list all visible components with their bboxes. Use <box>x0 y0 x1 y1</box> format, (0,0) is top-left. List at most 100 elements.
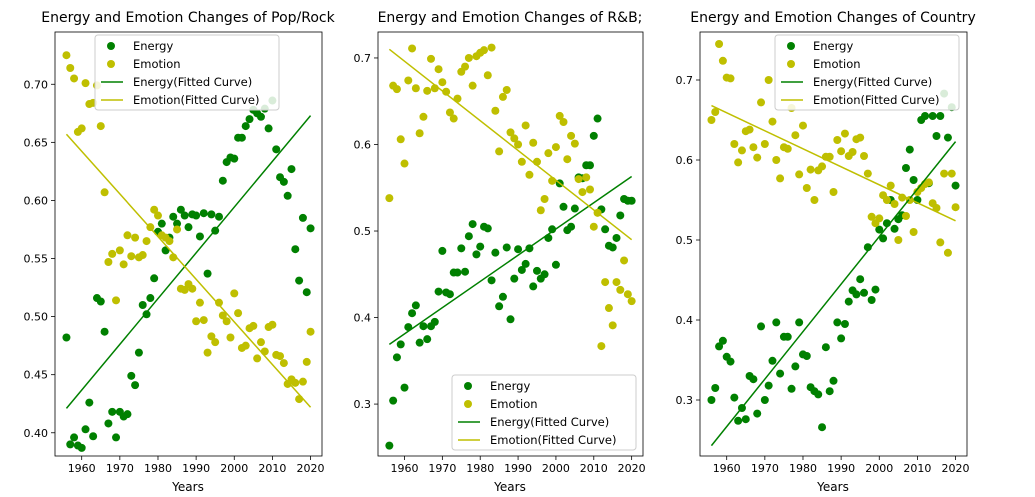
x-tick-label: 1990 <box>504 462 532 475</box>
emotion-point <box>81 79 90 88</box>
energy-point <box>306 224 315 233</box>
emotion-point <box>510 134 519 143</box>
emotion-point <box>419 112 428 121</box>
emotion-point <box>108 249 117 258</box>
emotion-point <box>153 211 162 220</box>
emotion-point <box>119 260 128 269</box>
emotion-point <box>570 139 579 148</box>
chart-title: Energy and Emotion Changes of R&B; <box>378 10 643 26</box>
emotion-point <box>241 341 250 350</box>
energy-point <box>529 282 538 291</box>
axes-frame <box>377 31 644 457</box>
energy-point <box>70 433 79 442</box>
x-tick-label: 1970 <box>106 462 134 475</box>
emotion-point <box>753 153 762 162</box>
energy-point <box>81 425 90 434</box>
emotion-point <box>396 135 405 144</box>
energy-point <box>741 415 750 424</box>
y-tick-label: 0.5 <box>676 234 694 247</box>
x-tick-label: 1990 <box>182 462 210 475</box>
energy-point <box>295 276 304 285</box>
emotion-point <box>253 354 262 363</box>
energy-point <box>77 443 86 452</box>
emotion-point <box>491 106 500 115</box>
y-tick-label: 0.4 <box>676 314 694 327</box>
energy-point <box>726 357 735 366</box>
legend-label: Emotion <box>813 57 861 71</box>
x-tick-label: 1980 <box>144 462 172 475</box>
emotion-point <box>445 108 454 117</box>
energy-point <box>411 301 420 310</box>
emotion-point <box>730 140 739 148</box>
energy-point <box>150 274 159 283</box>
energy-point <box>616 211 625 220</box>
emotion-point <box>77 124 86 133</box>
emotion-point <box>802 184 811 192</box>
x-tick-label: 1980 <box>789 462 817 475</box>
energy-point <box>445 290 454 299</box>
energy-point <box>385 441 394 450</box>
energy-point <box>108 407 117 416</box>
emotion-point <box>608 321 617 330</box>
emotion-point <box>586 185 594 194</box>
energy-point <box>96 297 105 306</box>
energy-point <box>840 320 849 328</box>
energy-fitted-curve <box>388 175 633 345</box>
emotion-point <box>840 129 849 138</box>
emotion-point <box>943 248 952 257</box>
emotion-point <box>298 377 307 386</box>
legend: Energy Emotion Energy(Fitted Curve) Emotion… <box>774 34 960 111</box>
energy-point <box>476 242 485 251</box>
emotion-point <box>483 71 492 80</box>
emotion-point <box>734 158 743 167</box>
emotion-point <box>745 125 754 134</box>
emotion-point <box>385 194 394 203</box>
emotion-point <box>438 78 447 87</box>
emotion-point <box>829 188 838 196</box>
emotion-point <box>718 56 727 65</box>
emotion-point <box>306 327 315 336</box>
emotion-point <box>115 246 124 255</box>
emotion-point <box>415 129 424 138</box>
emotion-point <box>768 117 777 126</box>
legend-label: Energy <box>813 39 853 53</box>
emotion-point <box>798 121 807 130</box>
x-tick-label: 1970 <box>751 462 779 475</box>
legend-marker <box>107 42 115 50</box>
emotion-point <box>461 62 470 71</box>
emotion-point <box>589 222 598 231</box>
energy-point <box>901 164 910 172</box>
emotion-point <box>408 44 417 53</box>
emotion-point <box>555 111 564 120</box>
emotion-point <box>936 238 945 247</box>
emotion-point <box>468 81 477 90</box>
emotion-point <box>142 237 151 246</box>
energy-point <box>483 224 492 233</box>
emotion-point <box>627 297 636 306</box>
emotion-point <box>749 143 758 152</box>
emotion-point <box>302 357 311 366</box>
legend-label: Emotion(Fitted Curve) <box>490 433 616 447</box>
emotion-fitted-curve <box>711 104 956 222</box>
y-tick-label: 0.5 <box>354 225 372 238</box>
energy-point <box>601 225 610 234</box>
emotion-point <box>521 121 530 130</box>
energy-point <box>753 409 762 418</box>
legend-label: Emotion(Fitted Curve) <box>813 93 939 107</box>
energy-point <box>821 343 830 352</box>
emotion-point <box>150 205 159 214</box>
energy-point <box>203 269 212 278</box>
emotion-point <box>783 144 792 153</box>
emotion-fitted-curve <box>388 48 633 241</box>
energy-point <box>184 223 193 232</box>
energy-point <box>408 309 417 318</box>
energy-point <box>559 202 568 211</box>
emotion-point <box>222 317 231 326</box>
energy-point <box>951 181 960 190</box>
energy-point <box>567 222 576 231</box>
emotion-point <box>434 65 443 74</box>
y-tick-label: 0.65 <box>24 136 49 149</box>
energy-point <box>818 423 827 432</box>
energy-point <box>498 292 507 301</box>
